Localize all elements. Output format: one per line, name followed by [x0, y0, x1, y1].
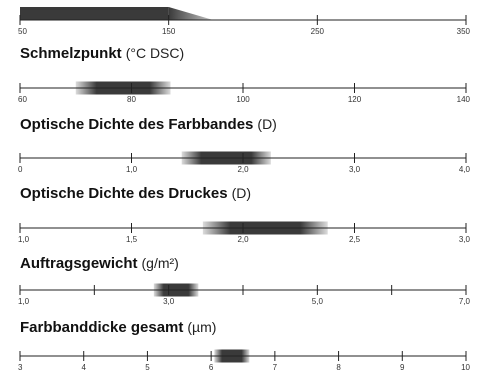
tick-label: 3,0	[459, 235, 471, 244]
range-bar-tail	[168, 7, 214, 20]
scale-0: 50 150 250 350	[18, 7, 471, 36]
tick-label: 50	[18, 27, 27, 36]
scale-5: 3 4 5 6 7 8 9 10	[18, 349, 471, 372]
scale-title: Farbbanddicke gesamt	[20, 319, 184, 336]
scale-unit: (g/m²)	[141, 255, 179, 271]
tick-label: 350	[457, 27, 471, 36]
scale-title: Optische Dichte des Druckes	[20, 185, 228, 202]
scale-unit: (µm)	[187, 319, 217, 335]
scale-3: 1,0 1,5 2,0 2,5 3,0	[18, 221, 471, 244]
tick-label: 1,0	[18, 297, 30, 306]
tick-label: 0	[18, 165, 23, 174]
tick-label: 9	[400, 363, 405, 372]
tick-label: 140	[457, 95, 471, 104]
tick-label: 150	[162, 27, 176, 36]
tick-label: 2,0	[237, 235, 249, 244]
scale-title: Auftragsgewicht	[20, 255, 138, 272]
tick-label: 5	[145, 363, 150, 372]
tick-label: 6	[209, 363, 214, 372]
scale-2: 0 1,0 2,0 3,0 4,0	[18, 151, 471, 174]
scale-unit: (D)	[257, 116, 277, 132]
tick-label: 100	[236, 95, 250, 104]
scale-title: Optische Dichte des Farbbandes	[20, 116, 254, 133]
scale-title: Schmelzpunkt	[20, 45, 122, 62]
range-bar	[20, 7, 169, 20]
tick-label: 2,5	[349, 235, 361, 244]
tick-label: 7,0	[459, 297, 471, 306]
scale-4: 1,0 3,0 5,0 7,0	[18, 283, 471, 306]
tick-label: 1,0	[126, 165, 138, 174]
title-schmelzpunkt: Schmelzpunkt (°C DSC)	[20, 46, 184, 62]
title-farbbanddicke: Farbbanddicke gesamt (µm)	[20, 320, 216, 336]
tick-label: 3,0	[163, 297, 175, 306]
scale-1: 60 80 100 120 140	[18, 81, 471, 104]
tick-label: 1,5	[126, 235, 138, 244]
title-auftragsgewicht: Auftragsgewicht (g/m²)	[20, 256, 179, 272]
tick-label: 4	[81, 363, 86, 372]
tick-label: 120	[348, 95, 362, 104]
tick-label: 7	[273, 363, 278, 372]
tick-label: 10	[461, 363, 470, 372]
tick-label: 3,0	[349, 165, 361, 174]
tick-label: 4,0	[459, 165, 471, 174]
tick-label: 3	[18, 363, 23, 372]
tick-label: 60	[18, 95, 27, 104]
tick-label: 2,0	[237, 165, 249, 174]
tick-label: 1,0	[18, 235, 30, 244]
scale-unit: (D)	[231, 185, 252, 201]
tick-label: 80	[127, 95, 136, 104]
scale-unit: (°C DSC)	[125, 45, 185, 61]
title-optische-dichte-farbband: Optische Dichte des Farbbandes (D)	[20, 117, 277, 133]
tick-label: 8	[336, 363, 341, 372]
tick-label: 250	[311, 27, 325, 36]
title-optische-dichte-druck: Optische Dichte des Druckes (D)	[20, 186, 251, 202]
tick-label: 5,0	[312, 297, 324, 306]
